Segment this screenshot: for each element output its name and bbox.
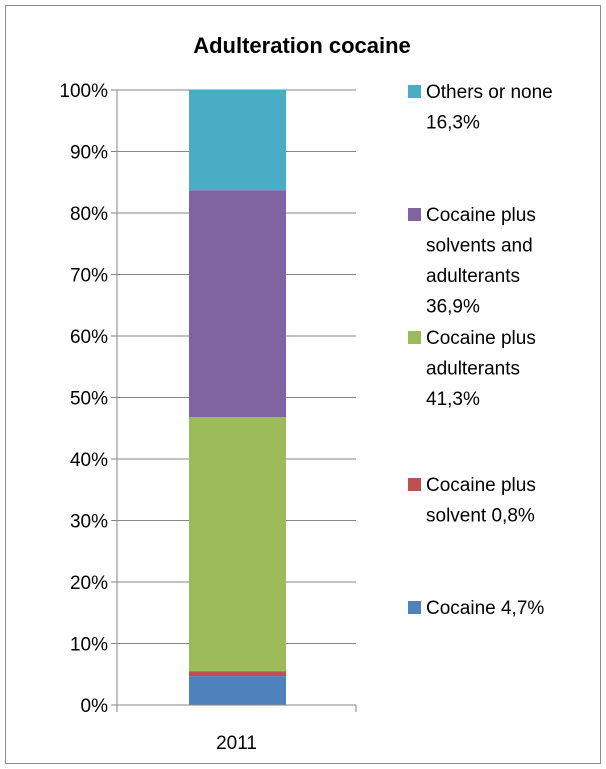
y-tick-label: 10% [70,635,108,656]
y-axis-tick-labels: 0% 10% 20% 30% 40% 50% 60% 70% 80% 90% 100% [59,81,108,717]
legend-label: Cocaine plus [426,205,536,226]
y-tick-label: 0% [81,696,109,717]
bar-segment-3 [189,417,286,672]
legend-swatch [408,208,421,221]
bar-segment-1 [189,676,286,705]
chart-frame [5,5,601,764]
legend-swatch [408,331,421,344]
bar-stack [189,90,286,705]
legend-label: solvents and [426,236,533,257]
y-tick-label: 40% [70,450,108,471]
legend: Others or none 16,3% Cocaine plus solvents … [408,82,553,619]
legend-label: 36,9% [426,297,480,318]
x-tick-label: 2011 [216,733,257,754]
bar-segment-4 [189,190,286,418]
legend-label: Others or none [426,82,553,103]
axes [111,89,357,712]
legend-item: Cocaine 4,7% [408,598,544,619]
legend-label: Cocaine plus [426,475,536,496]
legend-swatch [408,601,421,614]
y-tick-label: 80% [70,204,108,225]
legend-item: Cocaine plus adulterants 41,3% [408,328,536,410]
legend-swatch [408,85,421,98]
y-tick-label: 70% [70,266,108,287]
legend-label: solvent 0,8% [426,506,535,527]
y-tick-label: 30% [70,512,108,533]
chart-title: Adulteration cocaine [193,33,411,58]
bar-segment-2 [189,671,286,677]
legend-item: Cocaine plus solvents and adulterants 36,9% [408,205,536,318]
y-tick-label: 50% [70,389,108,410]
y-tick-label: 90% [70,143,108,164]
legend-item: Cocaine plus solvent 0,8% [408,475,536,527]
legend-swatch [408,478,421,491]
x-axis-tick-labels: 2011 [216,733,257,754]
legend-label: 41,3% [426,389,480,410]
legend-label: adulterants [426,266,520,287]
legend-label: Cocaine 4,7% [426,598,544,619]
y-tick-label: 20% [70,573,108,594]
legend-label: adulterants [426,359,520,380]
bar-segment-5 [189,90,286,191]
legend-label: 16,3% [426,113,480,134]
y-tick-label: 100% [59,81,108,102]
legend-item: Others or none 16,3% [408,82,553,134]
y-tick-label: 60% [70,327,108,348]
legend-label: Cocaine plus [426,328,536,349]
